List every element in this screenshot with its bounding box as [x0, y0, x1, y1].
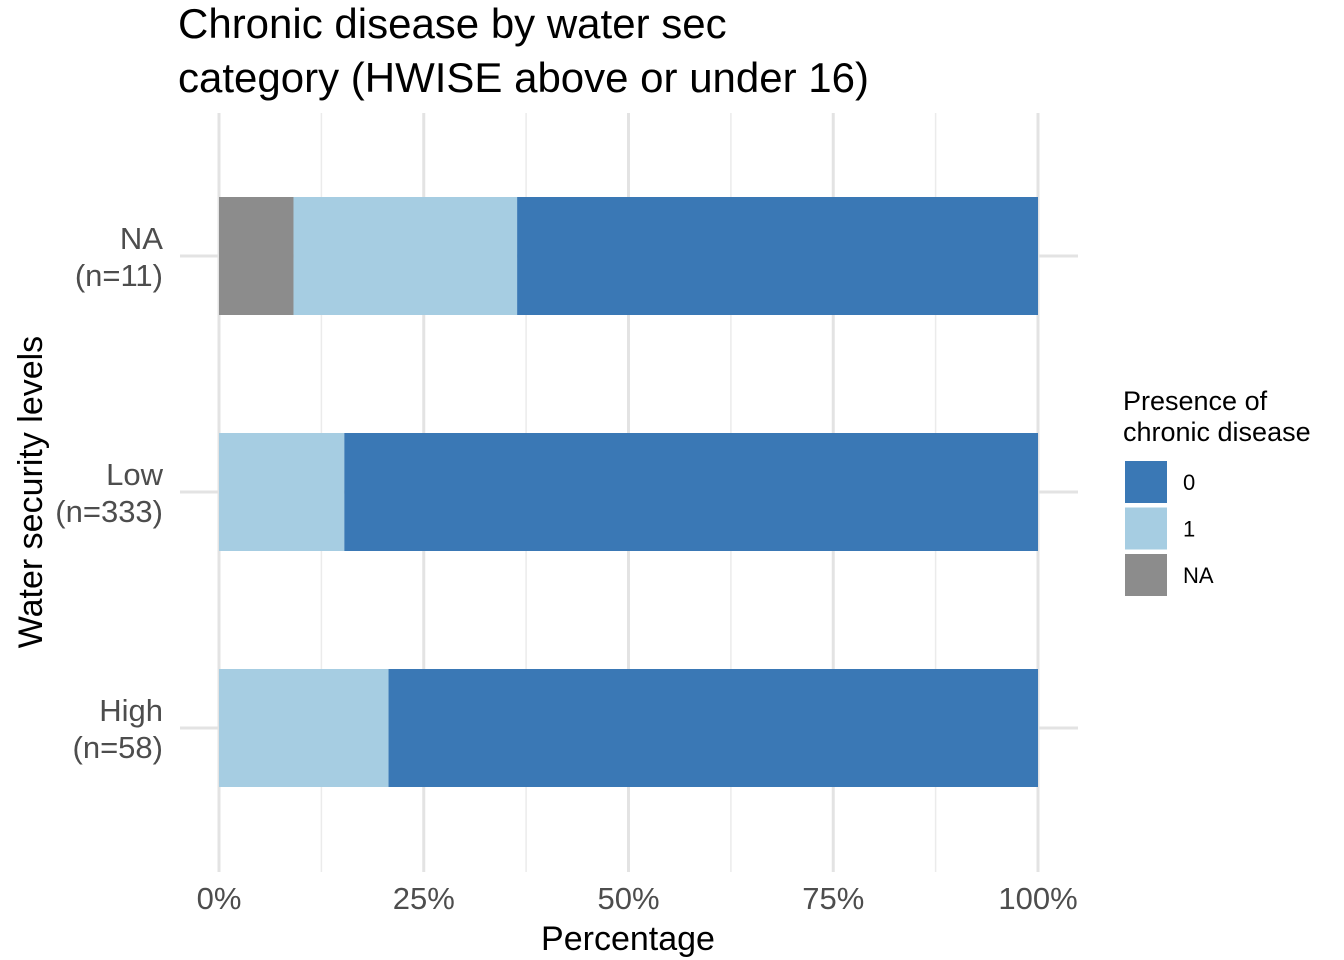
x-tick-label: 100%	[998, 881, 1077, 916]
legend-swatch	[1125, 461, 1167, 503]
bar-segment	[219, 669, 389, 787]
bar-segment	[293, 197, 518, 315]
x-tick-label: 75%	[802, 881, 864, 916]
bar-segment	[344, 433, 1038, 551]
legend-label: 1	[1183, 517, 1195, 542]
x-tick-label: 25%	[393, 881, 455, 916]
legend-title-line-1: Presence of	[1123, 386, 1268, 416]
y-axis-title: Water security levels	[12, 336, 50, 648]
bar-segment	[517, 197, 1038, 315]
x-tick-label: 50%	[597, 881, 659, 916]
x-tick-label: 0%	[197, 881, 242, 916]
y-tick-label: High	[99, 693, 163, 728]
bars	[219, 197, 1039, 787]
legend-title-line-2: chronic disease	[1123, 417, 1311, 447]
x-axis-title: Percentage	[541, 920, 715, 958]
bar-segment	[219, 433, 345, 551]
y-tick-label: (n=58)	[73, 730, 163, 765]
legend-entries: 0 1 NA	[1125, 461, 1214, 596]
chart-title-line-1: Chronic disease by water sec	[178, 0, 727, 47]
legend-label: 0	[1183, 470, 1195, 495]
legend-swatch	[1125, 554, 1167, 596]
x-axis-ticks: 0% 25% 50% 75% 100%	[197, 881, 1078, 916]
chart-title-line-2: category (HWISE above or under 16)	[178, 54, 869, 101]
y-tick-label: (n=333)	[55, 494, 163, 529]
bar-segment	[219, 197, 294, 315]
y-axis-ticks: NA(n=11) Low(n=333) High(n=58)	[55, 221, 163, 765]
bar-segment	[388, 669, 1039, 787]
y-tick-label: Low	[106, 457, 163, 492]
legend-swatch	[1125, 507, 1167, 550]
y-tick-label: NA	[120, 221, 163, 256]
legend: Presence of chronic disease 0 1 NA	[1123, 386, 1311, 596]
y-tick-label: (n=11)	[75, 258, 163, 293]
legend-label: NA	[1183, 563, 1214, 588]
